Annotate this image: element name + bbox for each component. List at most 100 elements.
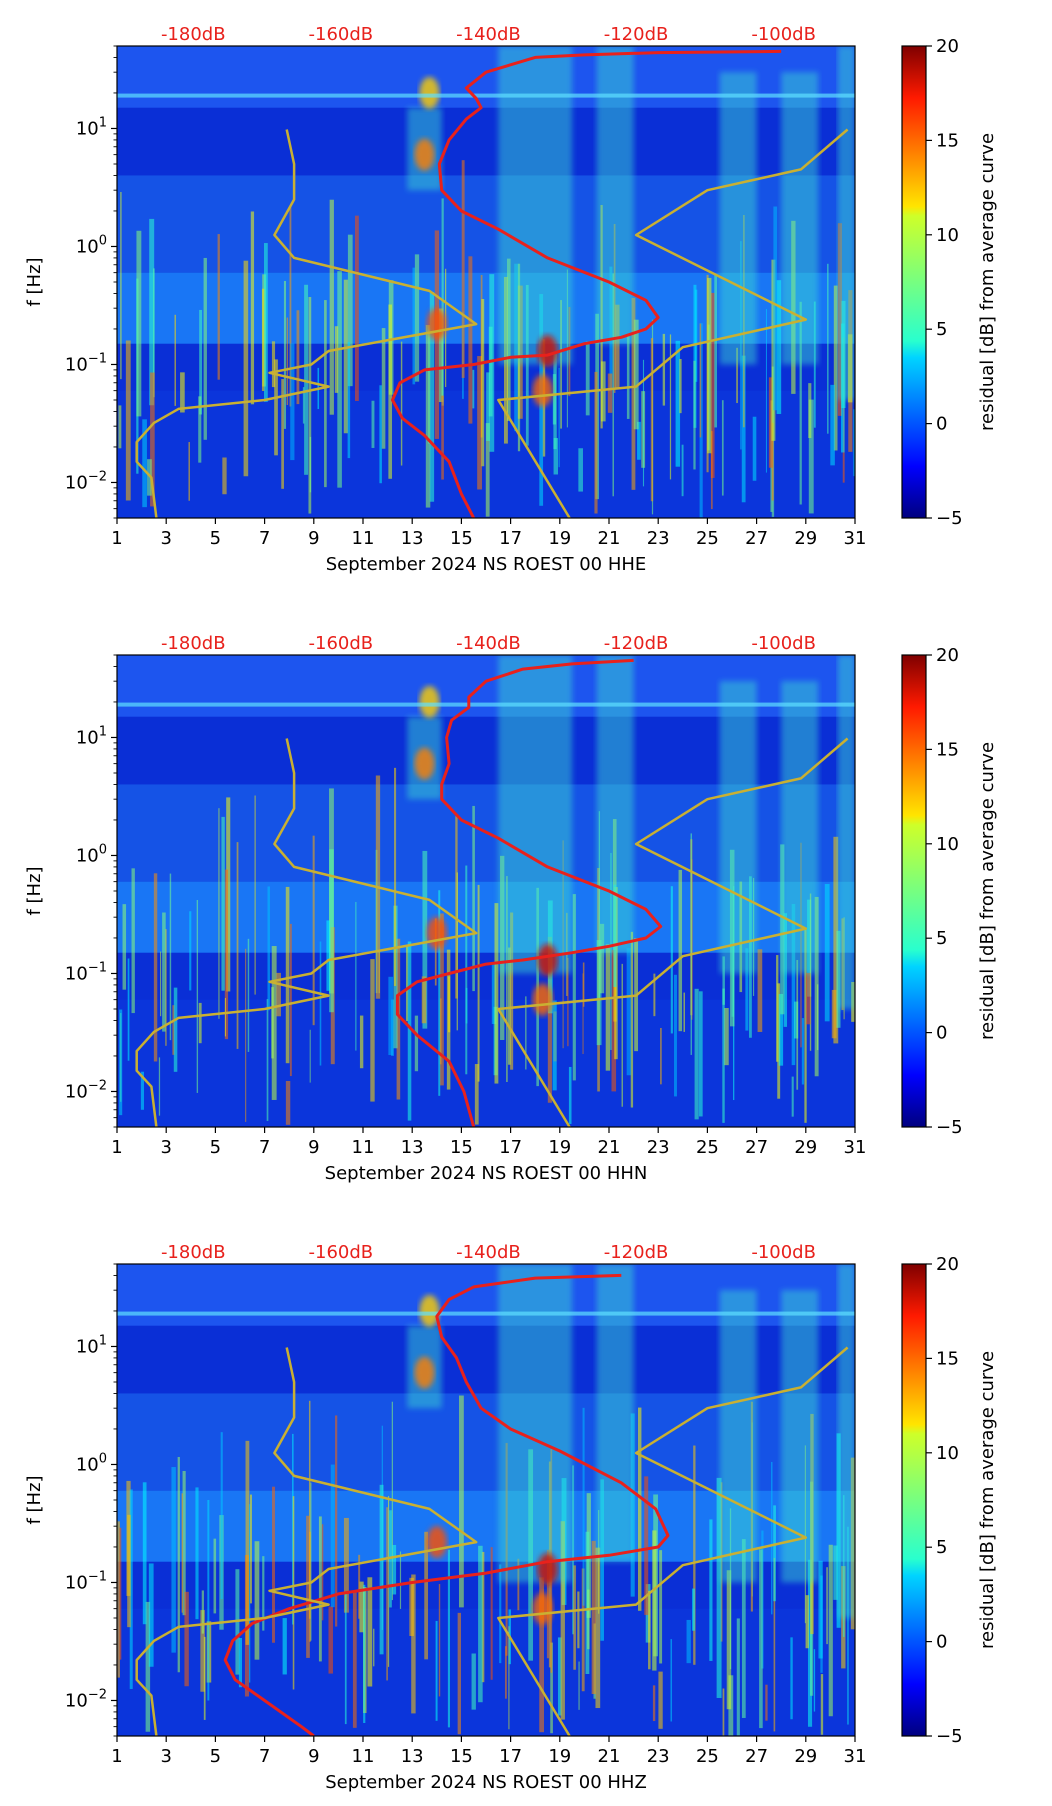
x-tick-label: 15 [450,1746,473,1767]
y-tick-label: 10−1 [65,960,107,984]
x-tick-label: 3 [160,528,171,549]
colorbar-label: residual [dB] from average curve [977,742,998,1040]
x-tick-label: 9 [308,1746,319,1767]
db-label: -180dB [161,1242,226,1263]
colorbar-tick-label: 5 [936,319,947,340]
y-tick-label: 10−2 [65,469,107,493]
x-tick-label: 1 [111,1746,122,1767]
x-tick-label: 13 [401,528,424,549]
spectrogram-heatmap [117,655,855,1127]
colorbar-tick-label: 15 [936,130,959,151]
colorbar-tick-label: 15 [936,739,959,760]
db-label: -120dB [604,24,669,45]
db-label: -160dB [309,1242,374,1263]
x-tick-label: 25 [696,1137,719,1158]
colorbar-tick-label: −5 [936,508,963,529]
db-label: -120dB [604,633,669,654]
db-label: -100dB [751,633,816,654]
colorbar-gradient [901,1263,927,1737]
colorbar-label: residual [dB] from average curve [977,133,998,431]
x-tick-label: 5 [210,1137,221,1158]
colorbar-gradient [901,45,927,519]
colorbar-tick-label: −5 [936,1117,963,1138]
y-tick-label: 101 [76,724,107,748]
x-tick-label: 25 [696,1746,719,1767]
y-tick-label: 101 [76,1333,107,1357]
y-axis-label: f [Hz] [24,1475,45,1524]
x-tick-label: 11 [352,1746,375,1767]
x-tick-label: 23 [647,1137,670,1158]
x-tick-label: 31 [844,1746,867,1767]
db-label: -140dB [456,1242,521,1263]
colorbar-tick-label: 10 [936,834,959,855]
y-tick-label: 101 [76,115,107,139]
x-tick-label: 15 [450,1137,473,1158]
x-tick-label: 17 [499,1746,522,1767]
db-label: -120dB [604,1242,669,1263]
x-tick-label: 21 [598,1137,621,1158]
db-label: -140dB [456,633,521,654]
x-tick-label: 11 [352,528,375,549]
noise-model-curve-yellow [497,737,849,1127]
x-tick-label: 1 [111,1137,122,1158]
x-tick-label: 21 [598,1746,621,1767]
x-tick-label: 27 [745,528,768,549]
x-tick-label: 17 [499,528,522,549]
colorbar-tick-label: 20 [936,645,959,666]
x-tick-label: 3 [160,1746,171,1767]
spectrogram-heatmap [117,46,855,518]
x-axis-label: September 2024 NS ROEST 00 HHZ [325,1772,647,1793]
db-label: -100dB [751,24,816,45]
db-label: -160dB [309,633,374,654]
x-tick-label: 27 [745,1137,768,1158]
x-tick-label: 7 [259,1746,270,1767]
x-tick-label: 11 [352,1137,375,1158]
colorbar-tick-label: 0 [936,414,947,435]
x-tick-label: 15 [450,528,473,549]
x-tick-label: 21 [598,528,621,549]
db-label: -100dB [751,1242,816,1263]
colorbar-tick-label: 5 [936,928,947,949]
colorbar-label: residual [dB] from average curve [977,1351,998,1649]
colorbar-tick-label: 0 [936,1632,947,1653]
noise-curve-red [223,1273,670,1736]
y-tick-label: 100 [76,1451,107,1475]
x-tick-label: 5 [210,1746,221,1767]
y-tick-label: 10−1 [65,351,107,375]
x-tick-label: 13 [401,1137,424,1158]
colorbar-tick-label: 5 [936,1537,947,1558]
x-tick-label: 9 [308,1137,319,1158]
x-tick-label: 29 [794,1746,817,1767]
x-tick-label: 5 [210,528,221,549]
y-tick-label: 10−2 [65,1687,107,1711]
x-axis-label: September 2024 NS ROEST 00 HHE [326,554,647,575]
db-label: -140dB [456,24,521,45]
colorbar-tick-label: 10 [936,225,959,246]
x-tick-label: 1 [111,528,122,549]
y-tick-label: 100 [76,842,107,866]
noise-model-curve-yellow [135,738,478,1127]
colorbar-tick-label: 20 [936,1254,959,1275]
colorbar-tick-label: 15 [936,1348,959,1369]
y-axis-label: f [Hz] [24,257,45,306]
x-axis-label: September 2024 NS ROEST 00 HHN [325,1163,648,1184]
x-tick-label: 27 [745,1746,768,1767]
colorbar-tick-label: −5 [936,1726,963,1747]
x-tick-label: 29 [794,1137,817,1158]
x-tick-label: 19 [548,1137,571,1158]
colorbar-tick-label: 0 [936,1023,947,1044]
x-tick-label: 17 [499,1137,522,1158]
noise-model-curve-yellow [135,1347,478,1736]
y-axis-label: f [Hz] [24,866,45,915]
x-tick-label: 7 [259,1137,270,1158]
noise-model-curve-yellow [497,128,849,518]
x-tick-label: 31 [844,528,867,549]
x-tick-label: 9 [308,528,319,549]
x-tick-label: 31 [844,1137,867,1158]
colorbar-gradient [901,654,927,1128]
y-tick-label: 100 [76,233,107,257]
x-tick-label: 25 [696,528,719,549]
